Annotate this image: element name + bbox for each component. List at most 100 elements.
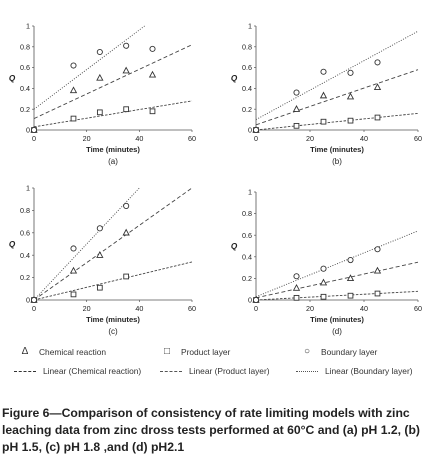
product-layer-point (70, 115, 77, 122)
y-tick-label: 0.2 (242, 274, 252, 283)
legend-label: Linear (Product layer) (189, 366, 270, 376)
chemical-reaction-point (148, 70, 157, 78)
product-layer-point (96, 109, 103, 116)
x-axis-title: Time (minutes) (86, 315, 140, 324)
product-layer-point (149, 108, 156, 115)
boundary-layer-point (320, 265, 327, 272)
product-layer-point (96, 284, 103, 291)
square-marker-icon: □ (163, 346, 171, 357)
product-layer-point (374, 114, 381, 121)
boundary-layer-point (96, 225, 103, 232)
legend-item-linear-boundary-layer: Linear (Boundary layer) (296, 366, 413, 376)
x-tick-label: 20 (83, 304, 91, 313)
boundary-layer-point (252, 296, 260, 304)
chemical-reaction-point (69, 266, 78, 274)
y-tick-label: 0.8 (242, 209, 252, 218)
y-tick-label: 0.8 (20, 42, 30, 51)
chemical-reaction-point (292, 283, 301, 291)
y-tick-label: 1 (26, 22, 30, 31)
boundary-layer-point (123, 202, 130, 209)
boundary-layer-point (123, 42, 130, 49)
legend-label: Linear (Boundary layer) (325, 366, 413, 376)
chemical-reaction-point (96, 73, 104, 81)
boundary-layer-point (30, 296, 38, 304)
trendline-dashed-fine (34, 261, 193, 300)
chemical-reaction-point (319, 278, 328, 286)
boundary-layer-point (347, 256, 354, 264)
y-axis-title: Q (231, 242, 238, 251)
product-layer-point (374, 290, 381, 297)
chemical-reaction-point (319, 91, 328, 99)
legend-item-linear-chemical-reaction: Linear (Chemical reaction) (14, 366, 141, 376)
legend-label: Chemical reaction (39, 346, 107, 357)
x-axis-title: Time (minutes) (86, 145, 140, 154)
boundary-layer-point (347, 69, 354, 76)
x-tick-label: 0 (254, 304, 258, 313)
boundary-layer-point (374, 59, 381, 66)
dotted-line-icon (296, 370, 318, 372)
trendline-dashed-fine (34, 100, 193, 128)
dashed-line-icon (160, 370, 182, 372)
x-tick-label: 60 (188, 304, 196, 313)
y-tick-label: 0.4 (20, 251, 30, 260)
y-tick-label: 0.2 (20, 105, 30, 114)
x-tick-label: 40 (135, 134, 143, 143)
boundary-layer-point (293, 89, 300, 96)
y-tick-label: 0 (26, 296, 30, 305)
triangle-marker-icon: Δ (21, 346, 29, 357)
trendline-dotted (256, 230, 419, 298)
chart-panel-2: 0 0.2 0.4 0.6 0.8 1 0 20 40 60 Time (minutes) Q (b) (231, 22, 422, 166)
y-tick-label: 0.6 (242, 231, 252, 240)
product-layer-point (70, 291, 77, 298)
y-tick-label: 0 (26, 126, 30, 135)
x-tick-label: 60 (188, 134, 196, 143)
x-tick-label: 20 (83, 134, 91, 143)
y-tick-label: 1 (26, 184, 30, 193)
circle-marker-icon: ○ (303, 346, 311, 357)
y-axis-title: Q (9, 74, 16, 83)
x-tick-label: 40 (135, 304, 143, 313)
x-tick-label: 20 (306, 304, 314, 313)
boundary-layer-point (252, 126, 260, 134)
trendline-dotted (34, 25, 145, 110)
x-tick-label: 0 (32, 304, 36, 313)
y-tick-label: 1 (248, 188, 252, 197)
chemical-reaction-point (292, 105, 301, 112)
chemical-reaction-point (373, 266, 382, 274)
trendline-dotted (256, 30, 419, 120)
legend-item-product-layer: □ Product layer (160, 346, 230, 357)
chemical-reaction-point (122, 66, 130, 74)
chemical-reaction-point (346, 274, 355, 282)
product-layer-point (347, 292, 354, 299)
trendline-dashed (256, 69, 419, 126)
y-tick-label: 1 (248, 22, 252, 31)
product-layer-point (293, 294, 300, 301)
chemical-reaction-point (346, 92, 355, 100)
legend-label: Product layer (181, 346, 231, 357)
y-tick-label: 0.2 (242, 105, 252, 114)
x-tick-label: 20 (306, 134, 314, 143)
product-layer-point (320, 118, 327, 125)
trendline-dashed (34, 44, 193, 119)
y-tick-label: 0.6 (20, 228, 30, 237)
chemical-reaction-point (122, 228, 130, 236)
y-tick-label: 0.2 (20, 273, 30, 282)
y-tick-label: 0.8 (242, 42, 252, 51)
boundary-layer-point (96, 48, 103, 56)
x-tick-label: 60 (414, 134, 422, 143)
legend-label: Linear (Chemical reaction) (43, 366, 142, 376)
boundary-layer-point (70, 62, 77, 69)
legend-label: Boundary layer (321, 346, 378, 357)
y-tick-label: 0.4 (20, 84, 30, 93)
product-layer-point (347, 117, 354, 124)
x-tick-label: 40 (360, 134, 368, 143)
dashed-line-icon (14, 370, 36, 372)
x-tick-label: 40 (360, 304, 368, 313)
product-layer-point (123, 106, 130, 113)
product-layer-point (293, 122, 300, 129)
panel-label: (c) (108, 327, 118, 336)
y-tick-label: 0.6 (242, 63, 252, 72)
legend-item-boundary-layer: ○ Boundary layer (300, 346, 377, 357)
legend-item-chemical-reaction: Δ Chemical reaction (18, 346, 106, 357)
x-tick-label: 0 (32, 134, 36, 143)
